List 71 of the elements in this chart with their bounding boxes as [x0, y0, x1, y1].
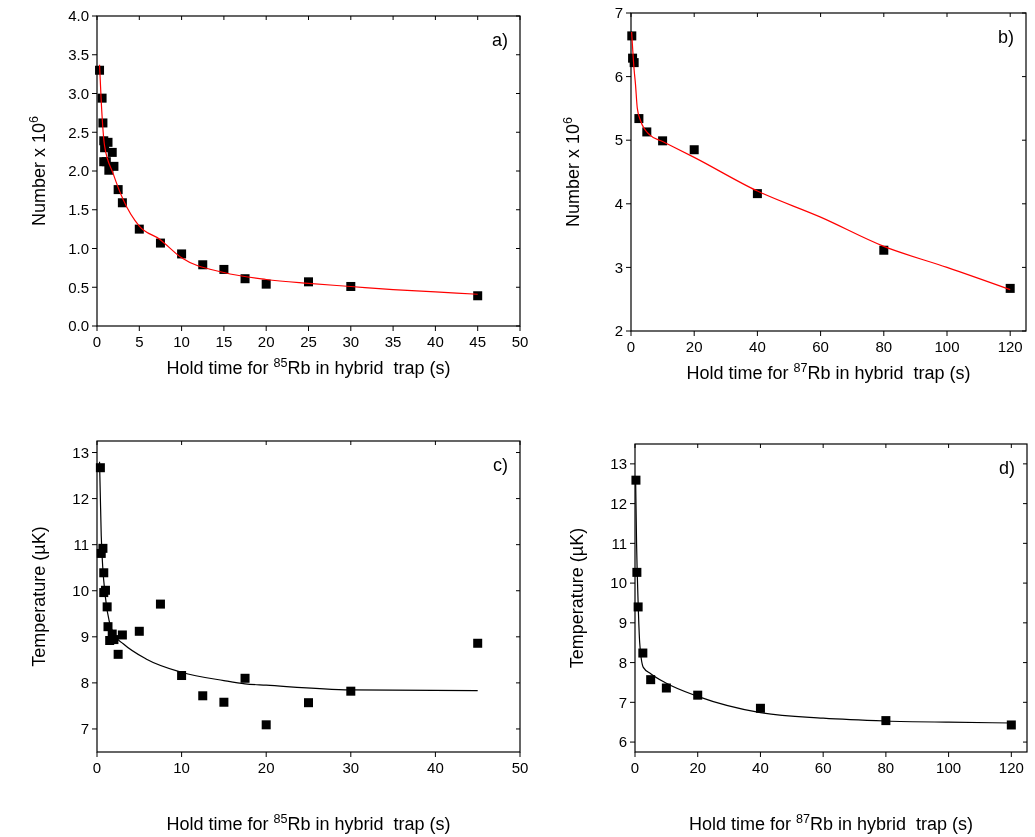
y-tick-label: 1.0: [68, 239, 89, 257]
y-tick-label: 13: [72, 443, 89, 461]
y-tick-label: 10: [610, 574, 627, 592]
y-tick-label: 6: [614, 67, 623, 85]
x-tick-label: 40: [427, 333, 444, 350]
y-tick-label: 2.0: [68, 162, 89, 180]
annotation: d): [998, 458, 1015, 478]
x-tick-label: 25: [300, 333, 317, 350]
x-tick-label: 10: [173, 759, 190, 776]
y-tick-label: 0.0: [68, 317, 89, 335]
x-axis-title: Hold time for $^{85}$Rb in hybrid trap (s): [166, 356, 451, 378]
x-tick-label: 60: [814, 759, 832, 776]
x-tick-label: 120: [998, 759, 1024, 776]
y-tick-label: 4: [614, 195, 623, 213]
x-tick-label: 15: [215, 333, 233, 350]
x-tick-label: 40: [752, 759, 769, 776]
y-tick-label: 9: [80, 628, 89, 646]
x-axis-title: Hold time for $^{85}$Rb in hybrid trap (s): [166, 812, 451, 834]
y-tick-label: 2: [614, 322, 623, 340]
x-tick-label: 50: [511, 759, 529, 776]
y-tick-label: 8: [80, 674, 89, 692]
y-tick-label: 0.5: [68, 278, 89, 296]
x-tick-label: 20: [257, 759, 275, 776]
x-tick-label: 0: [626, 338, 636, 355]
x-tick-label: 20: [257, 333, 275, 350]
y-tick-label: 10: [72, 581, 89, 599]
x-tick-label: 35: [384, 333, 402, 350]
x-tick-label: 40: [749, 338, 766, 355]
x-tick-label: 20: [685, 338, 703, 355]
y-tick-label: 2.5: [68, 123, 89, 141]
y-tick-label: 6: [618, 733, 627, 751]
y-tick-label: 7: [80, 720, 89, 738]
x-tick-label: 0: [92, 759, 102, 776]
x-tick-label: 120: [997, 338, 1023, 355]
y-tick-label: 3: [614, 258, 623, 276]
x-tick-label: 100: [934, 338, 960, 355]
x-tick-label: 45: [469, 333, 487, 350]
x-tick-label: 80: [877, 759, 895, 776]
x-axis-title: Hold time for $^{87}$Rb in hybrid trap (s): [688, 812, 974, 834]
y-tick-label: 1.5: [68, 201, 89, 218]
y-tick-label: 4.0: [68, 7, 89, 25]
x-tick-label: 80: [875, 338, 893, 355]
annotation: c): [493, 455, 508, 475]
x-tick-label: 10: [173, 333, 190, 350]
y-tick-label: 13: [610, 455, 627, 473]
y-tick-label: 12: [610, 494, 627, 512]
x-tick-label: 5: [135, 333, 144, 350]
y-tick-label: 8: [618, 653, 627, 671]
x-axis-title: Hold time for $^{87}$Rb in hybrid trap (s): [686, 361, 971, 383]
y-tick-label: 7: [618, 693, 627, 711]
y-tick-label: 3.0: [68, 84, 89, 102]
y-axis-title: Temperature (µK): [567, 527, 587, 669]
x-tick-label: 100: [936, 759, 962, 776]
y-tick-label: 3.5: [68, 46, 89, 63]
x-tick-label: 30: [342, 759, 360, 776]
y-tick-label: 11: [73, 535, 89, 553]
annotation: b): [997, 27, 1014, 47]
y-tick-label: 12: [72, 489, 89, 507]
annotation: a): [491, 30, 508, 50]
x-tick-label: 60: [812, 338, 829, 355]
y-tick-label: 11: [611, 534, 627, 552]
y-tick-label: 9: [618, 614, 627, 632]
x-tick-label: 0: [92, 333, 102, 350]
x-tick-label: 40: [427, 759, 444, 776]
y-axis-title: Temperature (µK): [29, 526, 49, 667]
y-tick-label: 7: [614, 4, 623, 22]
x-tick-label: 30: [342, 333, 360, 350]
x-tick-label: 0: [630, 759, 640, 776]
y-tick-label: 5: [614, 131, 623, 149]
x-tick-label: 20: [689, 759, 707, 776]
x-tick-label: 50: [511, 333, 529, 350]
